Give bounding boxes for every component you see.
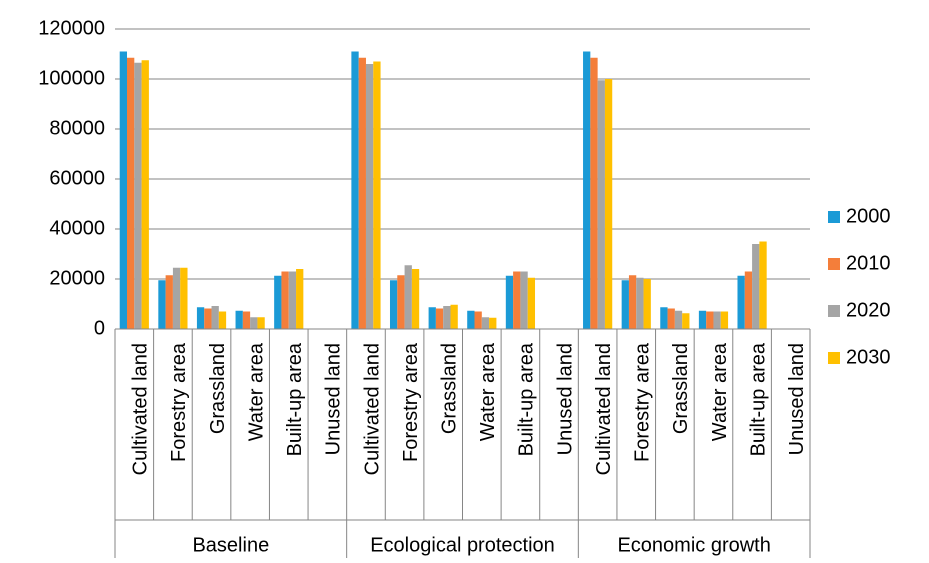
bar <box>489 317 497 329</box>
bar <box>628 275 637 329</box>
x-tick-label: Cultivated land <box>361 343 383 475</box>
y-tick-label: 80000 <box>49 117 105 139</box>
x-tick-label: Forestry area <box>168 342 190 462</box>
bar <box>134 62 142 329</box>
x-tick-label: Cultivated land <box>593 343 615 475</box>
bar <box>127 57 135 329</box>
x-tick-label: Forestry area <box>400 342 422 462</box>
bar <box>590 57 598 329</box>
x-tick-label: Water area <box>709 342 731 441</box>
bar <box>513 271 521 329</box>
y-tick-label: 0 <box>94 317 105 339</box>
x-tick-label: Built-up area <box>284 342 306 456</box>
bar <box>288 271 297 329</box>
group-label: Baseline <box>192 534 269 556</box>
bar <box>196 307 205 329</box>
bar <box>235 310 243 329</box>
x-tick-label: Unused land <box>554 343 576 455</box>
bar <box>667 308 675 329</box>
x-tick-label: Unused land <box>786 343 808 455</box>
bar <box>682 313 690 329</box>
bar <box>467 310 475 329</box>
bar <box>428 307 436 329</box>
bar <box>505 275 514 329</box>
legend-label: 2030 <box>846 346 891 368</box>
bar <box>351 51 359 329</box>
bar <box>706 311 714 329</box>
bar <box>358 57 366 329</box>
y-tick-label: 100000 <box>38 67 105 89</box>
bar <box>397 275 405 329</box>
y-tick-label: 60000 <box>49 167 105 189</box>
bar <box>389 280 398 329</box>
x-tick-label: Grassland <box>670 343 692 434</box>
bar <box>759 241 767 329</box>
bar <box>674 310 683 329</box>
x-tick-label: Built-up area <box>516 342 538 456</box>
legend-label: 2010 <box>846 252 891 274</box>
bar <box>636 277 644 329</box>
bar <box>660 307 668 329</box>
bar <box>218 311 227 329</box>
bar <box>250 317 258 329</box>
bar <box>180 267 188 329</box>
y-tick-label: 20000 <box>49 267 105 289</box>
bar <box>443 306 451 329</box>
bar <box>165 275 173 329</box>
bar <box>435 308 444 329</box>
bar <box>520 271 528 329</box>
legend-label: 2000 <box>846 205 891 227</box>
group-label: Ecological protection <box>370 534 555 556</box>
bar <box>119 51 128 329</box>
bar <box>365 64 374 329</box>
legend-label: 2020 <box>846 299 891 321</box>
bar <box>141 60 149 329</box>
bar <box>257 317 265 329</box>
legend-swatch <box>828 211 840 223</box>
x-tick-label: Unused land <box>323 343 345 455</box>
x-tick-label: Grassland <box>207 343 229 434</box>
y-tick-label: 120000 <box>38 17 105 39</box>
bar <box>404 265 412 329</box>
bar <box>281 271 289 329</box>
bar <box>698 310 707 329</box>
bar <box>713 311 721 329</box>
bar <box>481 317 490 329</box>
legend-swatch <box>828 305 840 317</box>
bar <box>474 311 482 329</box>
bar <box>274 275 282 329</box>
bar <box>211 306 219 329</box>
bar <box>643 279 651 329</box>
x-tick-label: Grassland <box>438 343 460 434</box>
x-tick-label: Cultivated land <box>130 343 152 475</box>
bar <box>583 51 591 329</box>
bar <box>204 308 212 329</box>
bar <box>604 79 613 329</box>
bar <box>752 244 760 329</box>
bar <box>296 269 304 329</box>
legend-swatch <box>828 352 840 364</box>
bar <box>744 271 753 329</box>
bar <box>242 311 251 329</box>
bar <box>158 280 166 329</box>
bar <box>450 304 458 329</box>
bar <box>411 269 420 329</box>
bar <box>737 275 745 329</box>
group-label: Economic growth <box>617 534 770 556</box>
y-tick-label: 40000 <box>49 217 105 239</box>
legend-swatch <box>828 258 840 270</box>
bar <box>172 267 181 329</box>
bar <box>527 277 536 329</box>
bar <box>373 61 381 329</box>
bar <box>720 311 729 329</box>
bar <box>621 280 629 329</box>
x-tick-label: Forestry area <box>632 342 654 462</box>
x-tick-label: Water area <box>477 342 499 441</box>
bar <box>597 80 605 329</box>
x-tick-label: Water area <box>245 342 267 441</box>
x-tick-label: Built-up area <box>747 342 769 456</box>
